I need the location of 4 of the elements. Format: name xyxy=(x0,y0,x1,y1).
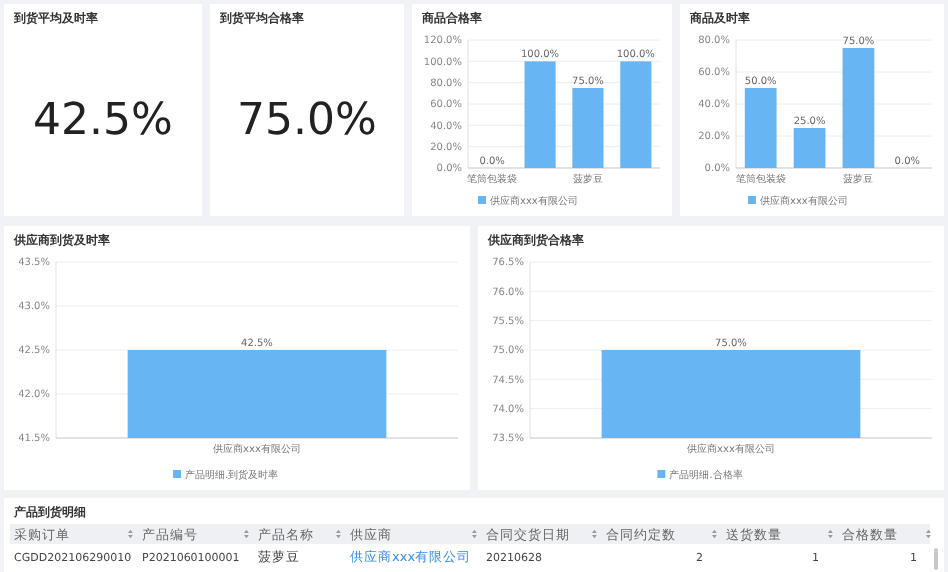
text: 75.0% xyxy=(237,96,377,146)
bar xyxy=(744,88,777,168)
bar xyxy=(793,128,826,168)
bar xyxy=(842,48,875,168)
